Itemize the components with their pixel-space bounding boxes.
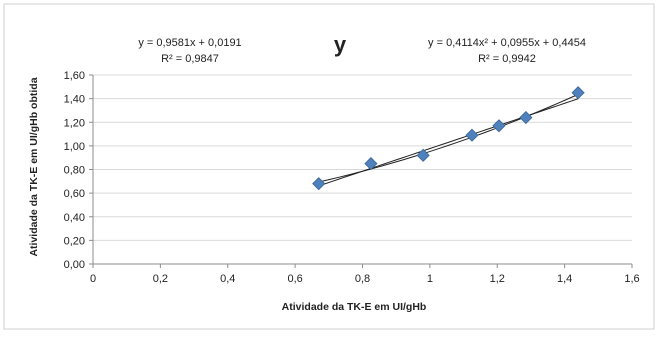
y-tick-label-0: 0,00 [64,259,85,271]
data-points [312,86,585,191]
y-tick-label-6: 1,20 [64,117,85,129]
y-tick-label-2: 0,40 [64,212,85,224]
y-tick-label-8: 1,60 [64,70,85,82]
chart-border [3,3,655,330]
y-tick-label-4: 0,80 [64,165,85,177]
polynomial-equation-label: y = 0,4114x² + 0,0955x + 0,4454 [428,37,586,49]
y-tick-label-5: 1,00 [64,141,85,153]
chart-title: y [334,32,347,57]
data-point-3 [465,128,479,142]
x-tick-label-6: 1,2 [490,273,505,285]
x-tick-label-0: 0 [90,273,96,285]
polynomial-trendline [318,93,579,183]
data-point-6 [571,86,585,100]
y-tick-label-7: 1,40 [64,94,85,106]
x-axis-title: Atividade da TK-E em UI/gHb [282,301,427,313]
x-tick-label-8: 1,6 [624,273,639,285]
data-point-5 [519,110,533,125]
x-tick-label-4: 0,8 [355,273,370,285]
y-axis-title: Atividade da TK-E em UI/gHb obtida [28,77,40,256]
gridlines [93,74,632,241]
axes [89,74,633,268]
x-tick-label-2: 0,4 [220,273,235,285]
x-tick-label-7: 1,4 [557,273,572,285]
data-point-0 [312,177,326,191]
x-tick-label-3: 0,6 [287,273,302,285]
polynomial-r2-label: R² = 0,9942 [478,53,536,65]
x-tick-label-5: 1 [427,273,433,285]
data-point-1 [364,157,378,171]
y-tick-label-3: 0,60 [64,188,85,200]
trendlines [318,93,579,187]
data-point-4 [492,119,506,133]
linear-r2-label: R² = 0,9847 [161,53,219,65]
linear-equation-label: y = 0,9581x + 0,0191 [138,37,241,49]
tick-labels: 0 0,2 0,4 0,6 0,8 1 1,2 1,4 1,6 0,00 0,20 0,40 0,60 0… [64,70,640,285]
x-tick-label-1: 0,2 [153,273,168,285]
data-point-2 [416,148,430,162]
y-tick-label-1: 0,20 [64,235,85,247]
